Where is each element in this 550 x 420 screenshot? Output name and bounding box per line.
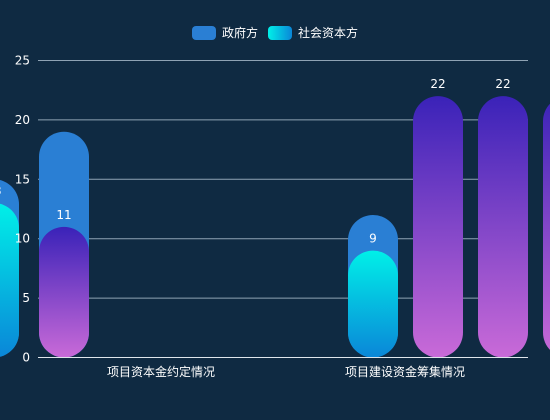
legend-item-social[interactable]: 社会资本方 xyxy=(268,24,358,41)
y-tick-label: 20 xyxy=(15,113,30,127)
data-label: 9 xyxy=(369,232,377,246)
data-label: 13 xyxy=(0,184,2,198)
axes: 0 5 10 15 20 25 项目资本金约定情况 项目建设资金筹集情况 xyxy=(15,54,528,379)
legend-label-gov: 政府方 xyxy=(221,26,258,40)
legend-label-social: 社会资本方 xyxy=(298,26,359,40)
data-label: 22 xyxy=(495,77,510,91)
bar xyxy=(543,103,550,350)
bar-inner xyxy=(39,226,89,358)
legend-swatch-gov xyxy=(191,25,216,40)
y-tick-label: 5 xyxy=(22,291,30,305)
bar-inner xyxy=(348,250,398,358)
legend-item-gov[interactable]: 政府方 xyxy=(191,24,258,41)
value-labels: 13 11 9 22 22 xyxy=(0,77,511,245)
x-category-label: 项目资本金约定情况 xyxy=(107,364,215,379)
y-tick-label: 25 xyxy=(15,54,30,68)
bar xyxy=(478,96,528,358)
y-tick-label: 0 xyxy=(22,351,30,365)
legend-swatch-social xyxy=(268,25,292,40)
y-tick-label: 15 xyxy=(15,172,30,186)
bar-inner xyxy=(0,203,19,357)
y-tick-label: 10 xyxy=(15,232,30,246)
bars xyxy=(0,96,550,358)
legend: 政府方 社会资本方 xyxy=(0,24,550,41)
bar xyxy=(413,96,463,358)
data-label: 11 xyxy=(56,208,71,222)
x-category-label: 项目建设资金筹集情况 xyxy=(345,364,465,379)
data-label: 22 xyxy=(430,77,445,91)
